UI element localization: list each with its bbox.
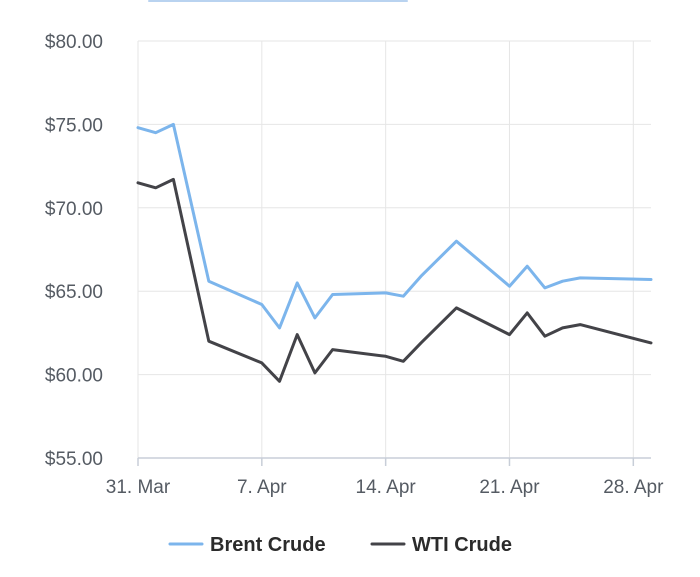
legend-label: WTI Crude [412, 534, 512, 556]
legend-item-wti-crude[interactable]: WTI Crude [370, 534, 512, 556]
y-tick-label: $65.00 [45, 282, 103, 303]
x-tick-label: 14. Apr [356, 477, 417, 498]
x-tick-label: 7. Apr [237, 477, 287, 498]
y-tick-label: $60.00 [45, 366, 103, 387]
x-axis-tick-labels: 31. Mar 7. Apr 14. Apr 21. Apr 28. Apr [106, 477, 664, 498]
x-tick-label: 21. Apr [479, 477, 540, 498]
legend-item-brent-crude[interactable]: Brent Crude [168, 534, 326, 556]
range-selector-bar [148, 0, 408, 2]
legend-label: Brent Crude [210, 534, 326, 556]
y-axis-tick-labels: $55.00 $60.00 $65.00 $70.00 $75.00 $80.00 [45, 32, 103, 470]
chart-axes [137, 457, 651, 466]
chart-series [136, 122, 653, 383]
chart-grid [137, 40, 651, 459]
series-line-wti-crude [136, 177, 653, 383]
y-tick-label: $55.00 [45, 449, 103, 470]
chart-legend: Brent Crude WTI Crude [168, 534, 512, 556]
y-tick-label: $70.00 [45, 199, 103, 220]
y-tick-label: $80.00 [45, 32, 103, 53]
series-line-brent-crude [136, 122, 653, 330]
y-tick-label: $75.00 [45, 115, 103, 136]
x-tick-label: 31. Mar [106, 477, 171, 498]
x-tick-label: 28. Apr [603, 477, 664, 498]
